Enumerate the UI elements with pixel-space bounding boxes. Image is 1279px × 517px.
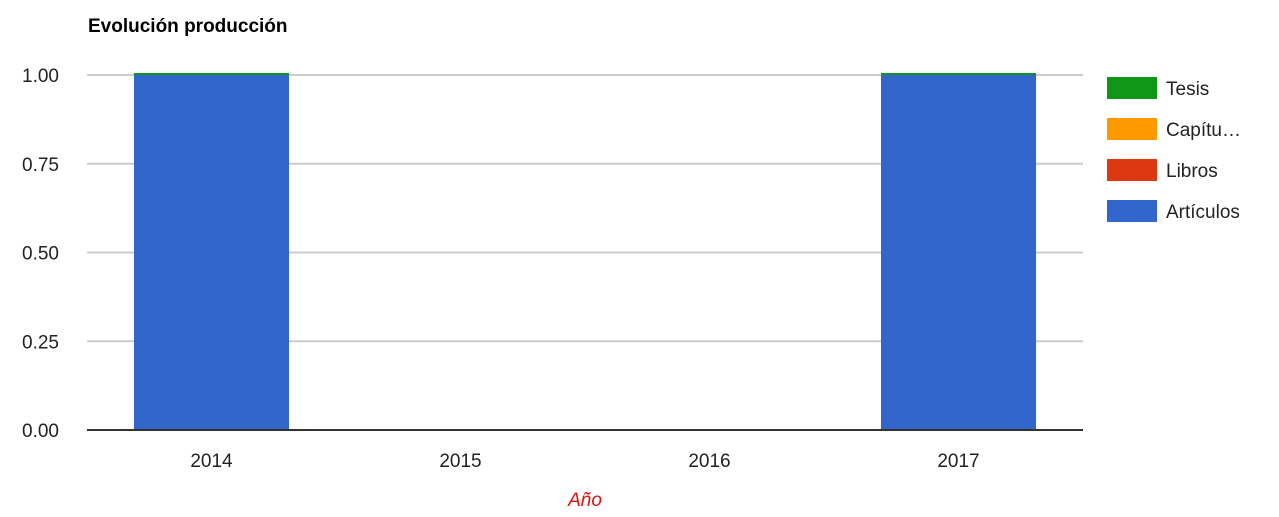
- legend-label[interactable]: Tesis: [1166, 79, 1209, 100]
- legend-swatch[interactable]: [1107, 159, 1157, 181]
- y-tick-label: 0.00: [22, 421, 59, 442]
- chart-title: Evolución producción: [88, 16, 288, 37]
- bar-2017-series-0[interactable]: [881, 75, 1036, 430]
- x-tick-label: 2016: [688, 451, 730, 472]
- y-tick-label: 0.75: [22, 155, 59, 176]
- x-tick-label: 2015: [439, 451, 481, 472]
- x-tick-label: 2017: [937, 451, 979, 472]
- legend-label[interactable]: Libros: [1166, 161, 1218, 182]
- y-tick-label: 0.50: [22, 244, 59, 265]
- legend-swatch[interactable]: [1107, 77, 1157, 99]
- x-axis-label: Año: [567, 490, 602, 511]
- legend-swatch[interactable]: [1107, 200, 1157, 222]
- legend-swatch[interactable]: [1107, 118, 1157, 140]
- bar-2014-series-0[interactable]: [134, 75, 289, 430]
- y-tick-label: 1.00: [22, 66, 59, 87]
- bar-cap-2017: [881, 73, 1036, 75]
- x-tick-label: 2014: [190, 451, 233, 472]
- y-tick-label: 0.25: [22, 332, 59, 353]
- legend-label[interactable]: Capítu…: [1166, 120, 1241, 141]
- y-axis-ticks: 0.00 0.25 0.50 0.75 1.00: [22, 66, 59, 442]
- bar-cap-2014: [134, 73, 289, 75]
- x-axis-ticks: 2014 2015 2016 2017: [190, 451, 979, 472]
- legend-label[interactable]: Artículos: [1166, 202, 1240, 223]
- bars: [134, 73, 1036, 430]
- legend[interactable]: Tesis Capítu… Libros Artículos: [1107, 77, 1241, 223]
